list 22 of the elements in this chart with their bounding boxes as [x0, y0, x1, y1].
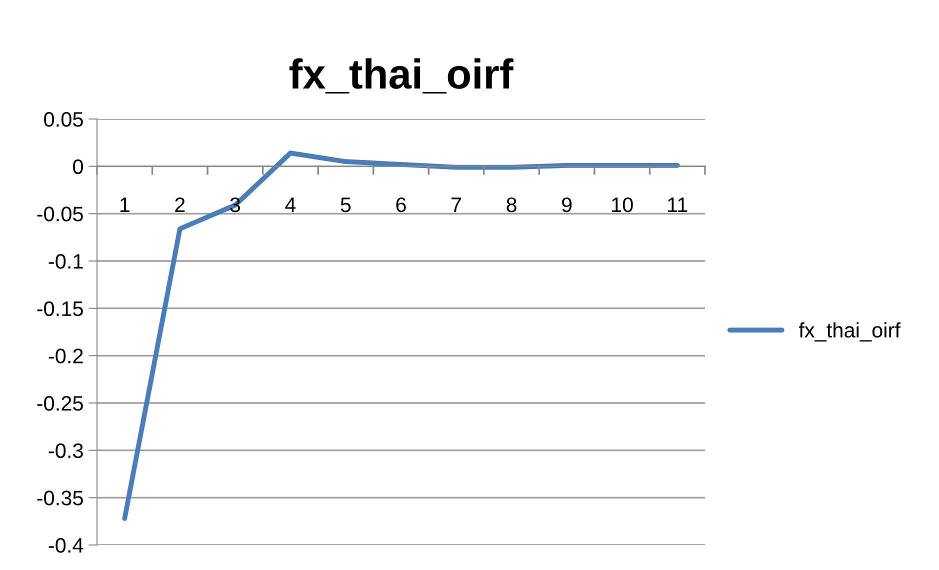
x-tick-label: 1: [120, 198, 130, 212]
y-tick-label: -0.05: [37, 206, 83, 222]
y-tick-label: 0.05: [44, 112, 83, 127]
x-tick-label: 10: [612, 197, 633, 212]
legend-label: fx_thai_oirf: [798, 322, 901, 342]
x-tick-label: 7: [452, 198, 462, 212]
y-tick-label: -0.25: [37, 396, 83, 411]
y-tick-label: -0.2: [48, 348, 83, 364]
y-tick-label: -0.4: [48, 538, 84, 553]
x-tick-label: 9: [562, 197, 572, 212]
x-tick-label: 2: [175, 197, 185, 212]
x-tick-label: 5: [340, 198, 351, 212]
x-tick-label: 11: [668, 198, 688, 212]
y-tick-label: -0.35: [37, 490, 83, 506]
y-tick-label: -0.3: [48, 443, 83, 458]
x-tick-label: 4: [285, 198, 296, 212]
chart-title: fx_thai_oirf: [289, 58, 514, 94]
y-tick-label: 0: [73, 159, 83, 174]
y-tick-label: -0.1: [48, 254, 83, 269]
y-tick-label: -0.15: [37, 301, 83, 316]
x-tick-label: 8: [506, 197, 516, 212]
x-tick-label: 6: [396, 197, 406, 212]
